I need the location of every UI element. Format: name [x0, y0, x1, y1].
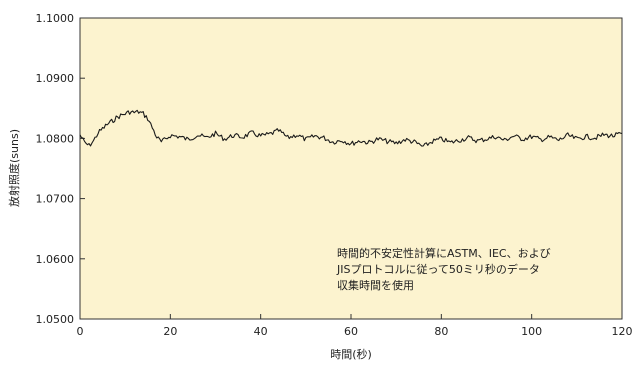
x-axis: 0 20 40 60 80 100 120	[77, 314, 633, 338]
x-tick-label: 100	[521, 325, 542, 338]
x-tick-label: 60	[344, 325, 358, 338]
series-line	[79, 109, 623, 147]
y-tick-label: 1.0700	[36, 193, 75, 206]
y-tick-label: 1.0500	[36, 313, 75, 326]
y-axis: 1.0500 1.0600 1.0700 1.0800 1.0900 1.1000	[36, 12, 85, 326]
annotation-line-2: JISプロトコルに従って50ミリ秒のデータ	[336, 262, 540, 276]
y-axis-label: 放射照度(suns)	[7, 129, 21, 207]
annotation: 時間的不安定性計算にASTM、IEC、および JISプロトコルに従って50ミリ秒…	[336, 246, 551, 292]
x-tick-label: 80	[434, 325, 448, 338]
x-axis-label: 時間(秒)	[330, 347, 372, 361]
y-tick-label: 1.0800	[36, 132, 75, 145]
plot-area	[79, 17, 623, 320]
annotation-line-3: 収集時間を使用	[337, 278, 414, 292]
annotation-line-1: 時間的不安定性計算にASTM、IEC、および	[337, 246, 551, 260]
y-tick-label: 1.0600	[36, 253, 75, 266]
x-tick-label: 0	[77, 325, 84, 338]
x-tick-label: 40	[254, 325, 268, 338]
y-tick-label: 1.0900	[36, 72, 75, 85]
y-tick-label: 1.1000	[36, 12, 75, 25]
x-tick-label: 20	[163, 325, 177, 338]
x-tick-label: 120	[612, 325, 633, 338]
